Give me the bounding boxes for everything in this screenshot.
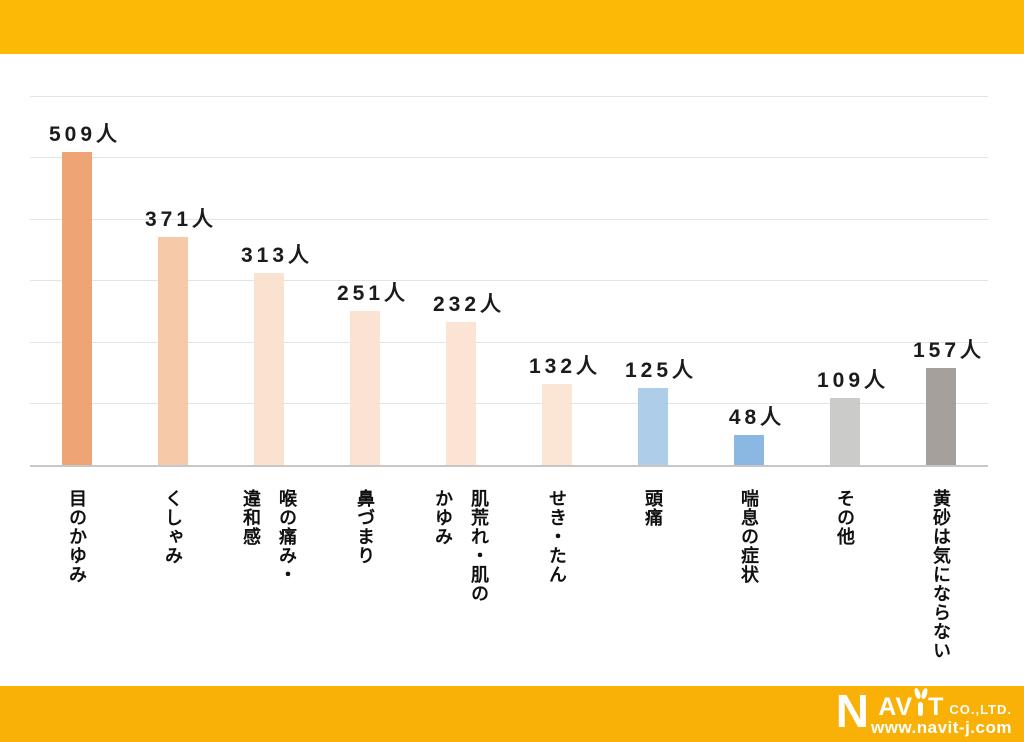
bar-value-label-0: 509人: [48, 122, 122, 146]
gridline: [30, 341, 988, 343]
bar-value-label-7: 48人: [728, 406, 786, 430]
bar-6: [638, 388, 668, 465]
bar-value-label-3: 251人: [336, 281, 410, 305]
category-label-3: 鼻づまり: [355, 489, 375, 565]
logo-letter-t: T: [928, 693, 945, 721]
category-label-5: せき・たん: [547, 489, 567, 584]
category-label-4: 肌荒れ・肌の かゆみ: [433, 489, 489, 603]
bar-value-label-5: 132人: [528, 354, 602, 378]
gridline: [30, 95, 988, 97]
bar-value-label-8: 109人: [816, 368, 890, 392]
bar-value-label-1: 371人: [144, 207, 218, 231]
gridline: [30, 218, 988, 220]
category-label-9: 黄砂は気にならない: [931, 489, 951, 660]
category-label-1: くしゃみ: [163, 489, 183, 565]
logo-letter-n: N: [835, 685, 869, 737]
bar-9: [926, 368, 956, 465]
bar-value-label-2: 313人: [240, 243, 314, 267]
bar-3: [350, 310, 380, 465]
bar-5: [542, 383, 572, 465]
bottom-banner: N AV T CO.,LTD. www.navit-j.com: [0, 686, 1024, 742]
bar-8: [830, 397, 860, 465]
logo-co-ltd: CO.,LTD.: [949, 702, 1012, 717]
category-label-7: 喘息の症状: [739, 489, 759, 584]
x-axis-line: [30, 465, 988, 467]
logo-website-url: www.navit-j.com: [870, 718, 1012, 737]
logo-wordmark-row: AV T CO.,LTD.: [878, 687, 1012, 721]
category-label-8: その他: [835, 489, 855, 546]
bar-0: [62, 151, 92, 465]
logo-right-column: AV T CO.,LTD. www.navit-j.com: [870, 687, 1012, 737]
bar-value-label-9: 157人: [912, 339, 986, 363]
bar-2: [254, 272, 284, 465]
bar-7: [734, 435, 764, 465]
bar-1: [158, 236, 188, 465]
top-banner: [0, 0, 1024, 54]
gridline: [30, 403, 988, 404]
logo-letters-av: AV: [878, 693, 914, 721]
bar-value-label-4: 232人: [432, 293, 506, 317]
category-label-0: 目のかゆみ: [67, 489, 87, 584]
bar-4: [446, 322, 476, 465]
navit-logo: N AV T CO.,LTD. www.navit-j.com: [835, 685, 1012, 737]
logo-letter-i: [913, 687, 928, 717]
gridline: [30, 280, 988, 281]
bar-value-label-6: 125人: [624, 359, 698, 383]
gridline: [30, 157, 988, 158]
category-label-6: 頭痛: [643, 489, 663, 527]
category-label-2: 喉の痛み・ 違和感: [241, 489, 297, 584]
rabbit-ears-icon: [913, 687, 928, 701]
